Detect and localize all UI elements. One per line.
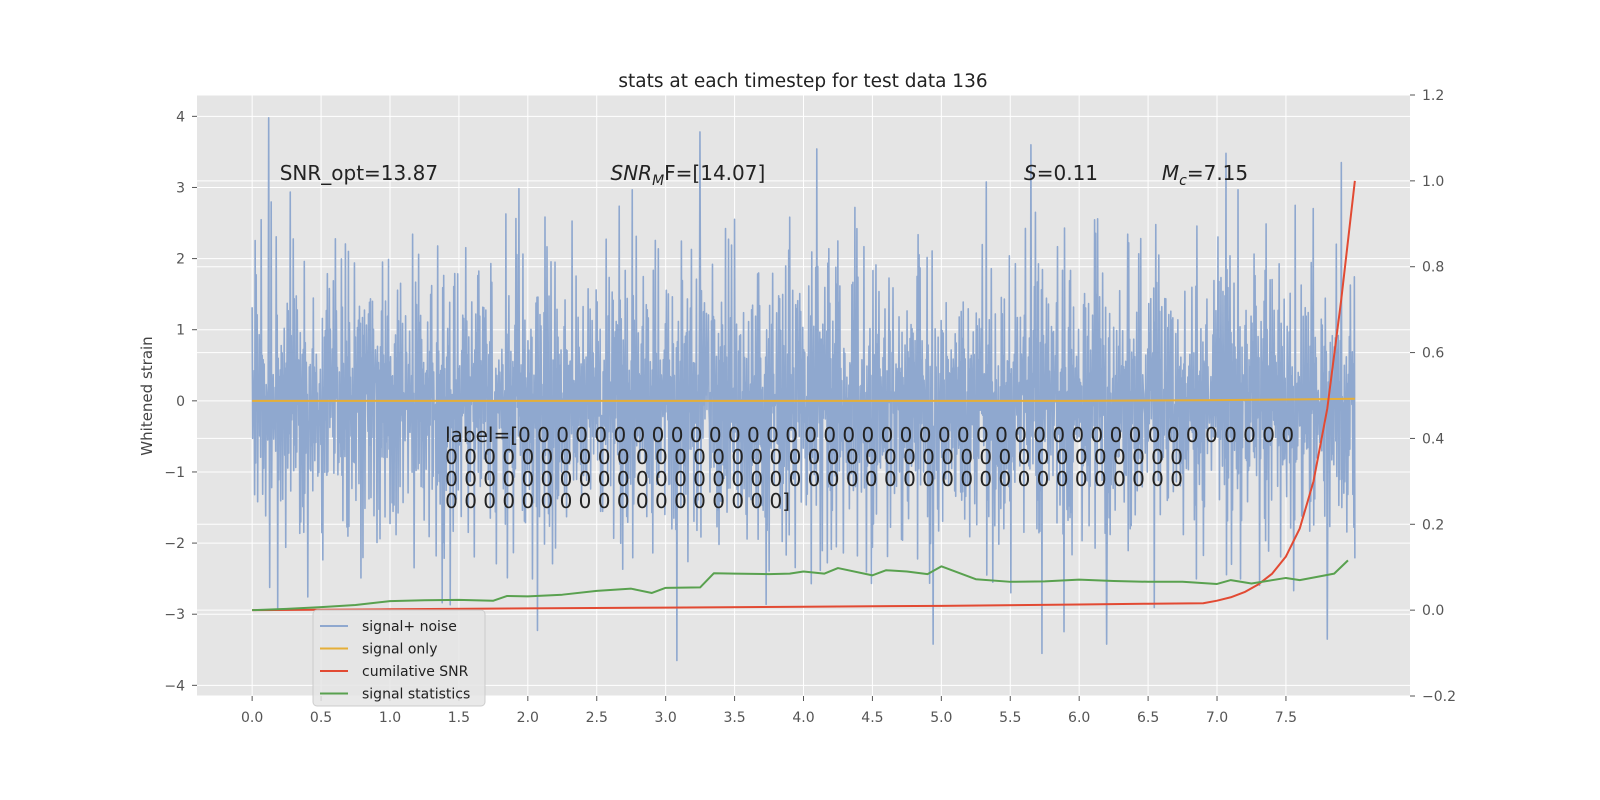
x-tick-label: 2.5 (586, 710, 608, 726)
x-tick-label: 0.5 (310, 710, 332, 726)
y-tick-label: −2 (164, 536, 185, 552)
signal-only-line (252, 397, 1355, 402)
x-tick-label: 3.0 (655, 710, 677, 726)
y2-tick-label: 0.6 (1422, 346, 1444, 362)
x-tick-label: 5.0 (930, 710, 952, 726)
y2-tick-label: 0.8 (1422, 260, 1444, 276)
stat-annotation: SNR_opt=13.87 (280, 161, 438, 185)
y2-tick-label: 1.2 (1422, 88, 1444, 104)
x-tick-label: 7.0 (1206, 710, 1228, 726)
x-tick-label: 7.5 (1275, 710, 1297, 726)
y-tick-label: −4 (164, 678, 185, 694)
label-annotation-line: 0 0 0 0 0 0 0 0 0 0 0 0 0 0 0 0 0 0 0 0 … (445, 467, 1183, 491)
legend-label: cumilative SNR (362, 664, 469, 680)
signal-noise-series (251, 116, 1356, 662)
chart-title: stats at each timestep for test data 136 (618, 71, 987, 92)
legend-box (312, 609, 486, 707)
annotations: SNR_opt=13.87 SNRMF=[14.07] S=0.11 Mc=7.15 l… (280, 161, 1294, 513)
legend-label: signal+ noise (362, 619, 457, 635)
stat-annotation: Mc=7.15 (1162, 161, 1248, 189)
label-annotation-line: label=[0 0 0 0 0 0 0 0 0 0 0 0 0 0 0 0 0… (445, 423, 1294, 447)
y2-tick-label: 0.0 (1422, 603, 1444, 619)
y2-tick-label: −0.2 (1422, 689, 1456, 705)
x-tick-label: 4.0 (792, 710, 814, 726)
signal-statistics-line (252, 559, 1349, 612)
x-tick-label: 1.0 (379, 710, 401, 726)
axes: 0.0 0.5 1.0 1.5 2.0 2.5 3.0 3.5 4.0 4.5 5.0 5.5 6.0 6… (164, 88, 1456, 726)
y-tick-label: 2 (176, 252, 185, 268)
y2-tick-label: 1.0 (1422, 174, 1444, 190)
label-annotation-line: 0 0 0 0 0 0 0 0 0 0 0 0 0 0 0 0 0 0 0 0 … (445, 445, 1183, 469)
y2-tick-label: 0.2 (1422, 517, 1444, 533)
x-tick-label: 6.5 (1137, 710, 1159, 726)
y-tick-label: 3 (176, 180, 185, 196)
cumilative-snr-line (252, 180, 1356, 612)
legend: signal+ noise signal only cumilative SNR si… (312, 609, 486, 707)
y2-tick-label: 0.4 (1422, 431, 1444, 447)
legend-label: signal statistics (362, 687, 470, 703)
stat-annotation: SNRMF=[14.07] (611, 161, 766, 189)
x-tick-label: 3.5 (723, 710, 745, 726)
x-tick-label: 1.5 (448, 710, 470, 726)
label-annotation-line: 0 0 0 0 0 0 0 0 0 0 0 0 0 0 0 0 0 0] (445, 489, 790, 513)
signal-noise-line (251, 116, 1356, 662)
legend-label: signal only (362, 642, 437, 658)
y-tick-label: 1 (176, 323, 185, 339)
x-tick-label: 2.0 (517, 710, 539, 726)
x-tick-label: 6.0 (1068, 710, 1090, 726)
y-tick-label: 0 (176, 394, 185, 410)
y-tick-label: −1 (164, 465, 185, 481)
line-series-group (252, 180, 1356, 612)
y-tick-label: 4 (176, 109, 185, 125)
x-tick-label: 0.0 (241, 710, 263, 726)
y-axis-label: Whitened strain (138, 336, 156, 455)
y-tick-label: −3 (164, 607, 185, 623)
x-tick-label: 4.5 (861, 710, 883, 726)
x-tick-label: 5.5 (999, 710, 1021, 726)
stat-annotation: S=0.11 (1024, 161, 1098, 185)
